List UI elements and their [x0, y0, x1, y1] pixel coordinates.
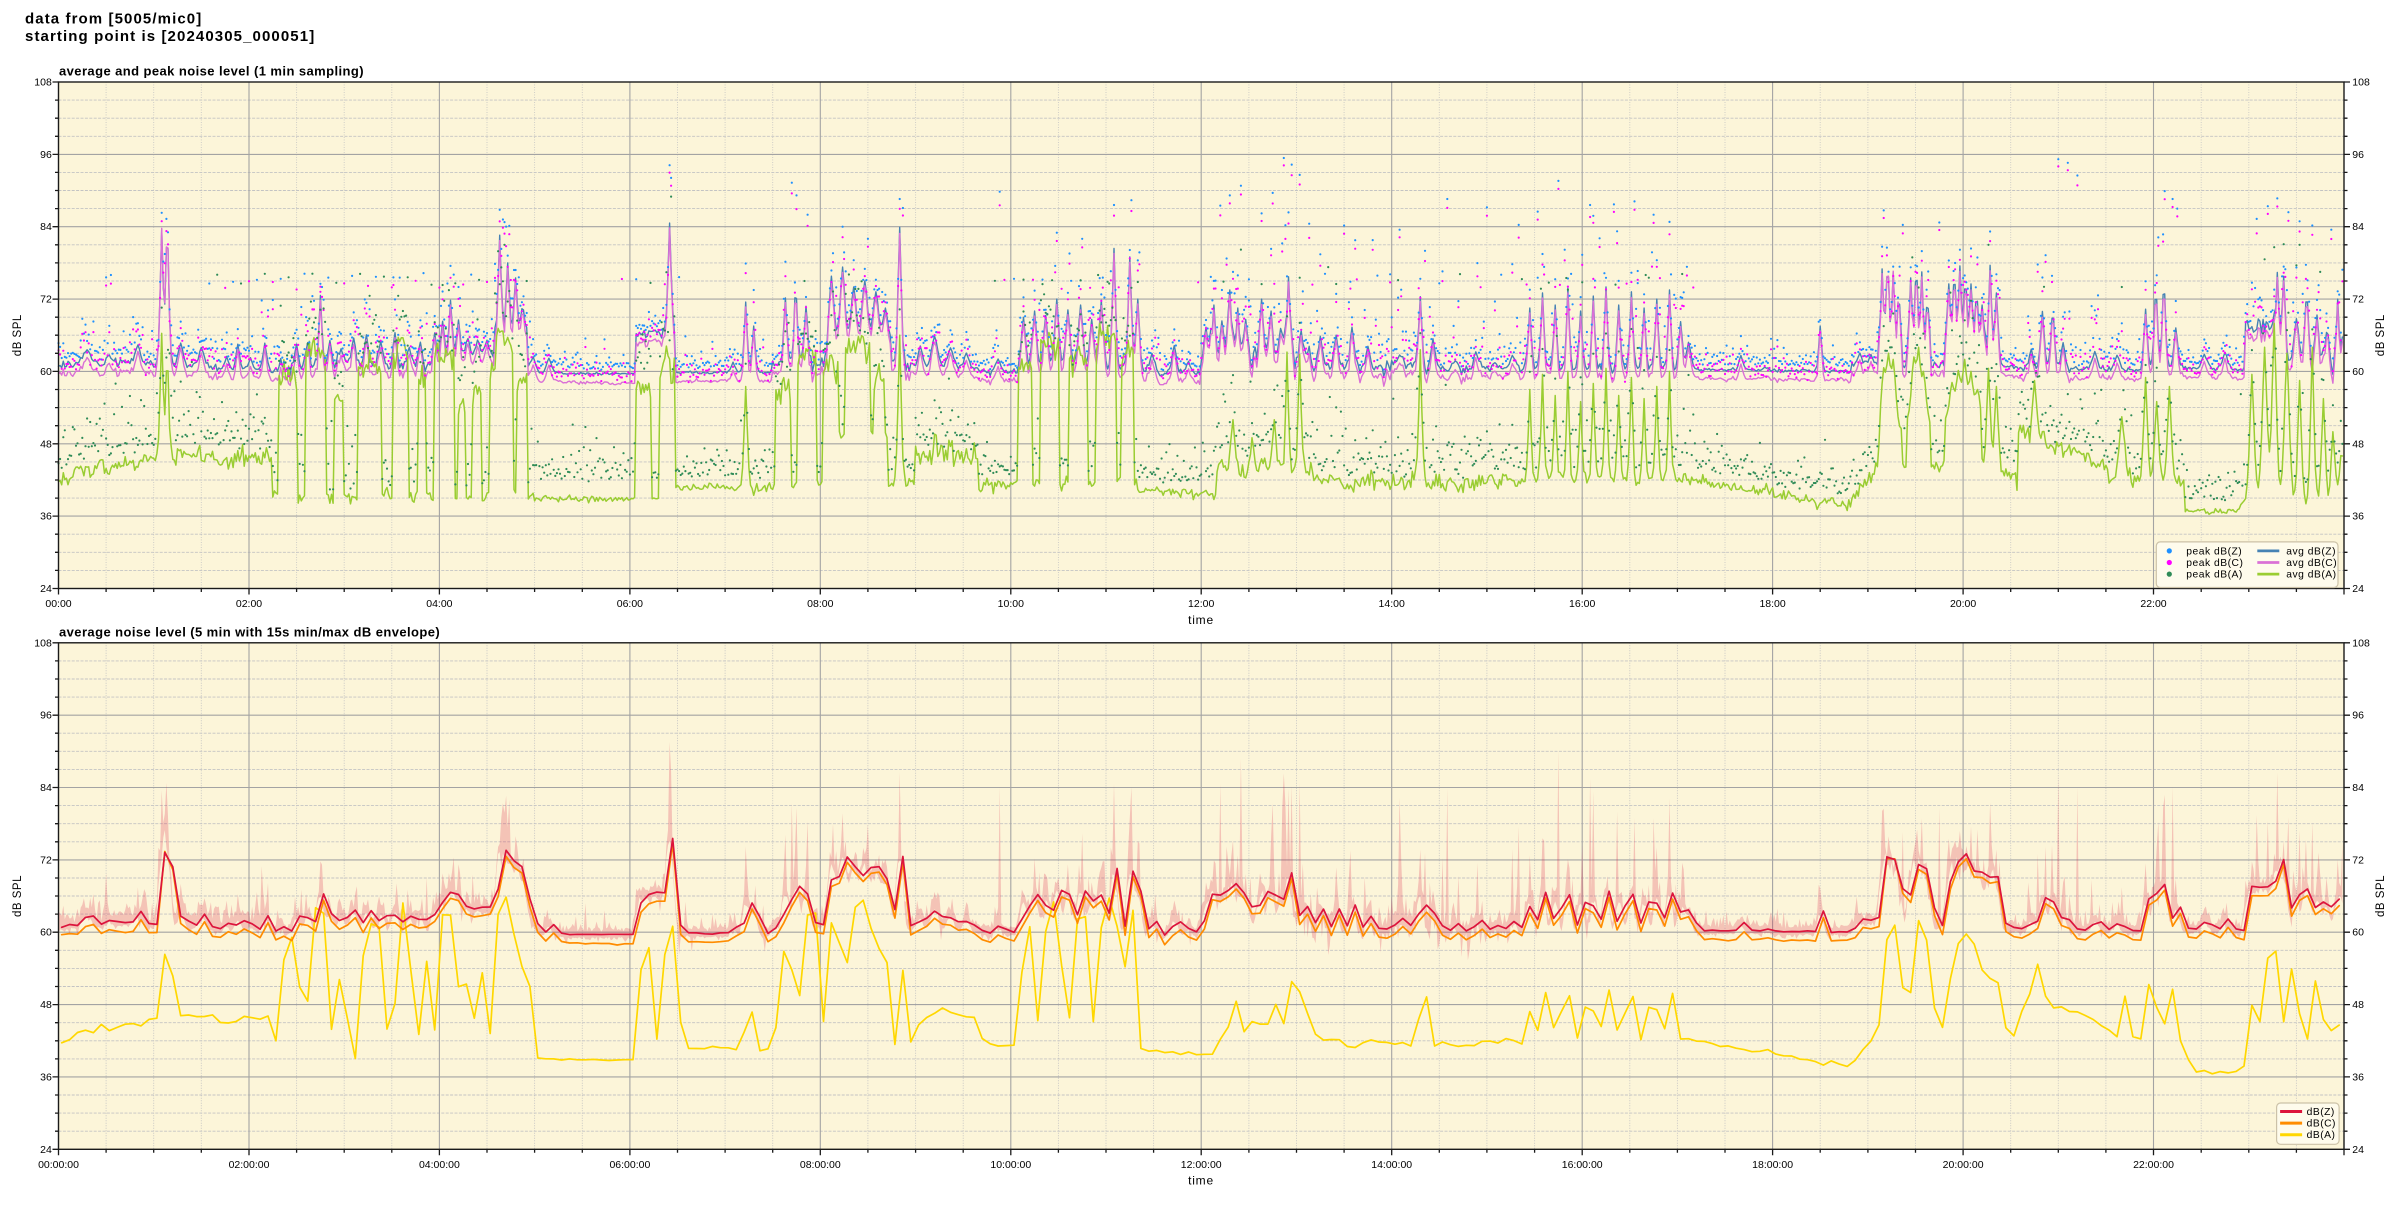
svg-text:14:00:00: 14:00:00 [1371, 1159, 1412, 1171]
svg-text:20:00:00: 20:00:00 [1943, 1159, 1984, 1171]
svg-text:24: 24 [40, 1144, 52, 1156]
svg-text:04:00: 04:00 [426, 598, 452, 610]
svg-text:84: 84 [40, 782, 52, 794]
svg-text:06:00:00: 06:00:00 [609, 1159, 650, 1171]
svg-text:avg dB(Z): avg dB(Z) [2286, 546, 2336, 557]
svg-text:96: 96 [40, 149, 52, 161]
svg-text:60: 60 [2352, 927, 2364, 939]
svg-text:00:00:00: 00:00:00 [38, 1159, 79, 1171]
svg-text:dB SPL: dB SPL [2375, 314, 2387, 356]
svg-text:06:00: 06:00 [617, 598, 643, 610]
svg-text:average noise level (5 min wit: average noise level (5 min with 15s min/… [59, 625, 440, 640]
svg-text:dB(A): dB(A) [2307, 1130, 2336, 1141]
svg-text:48: 48 [2352, 438, 2364, 450]
svg-text:72: 72 [2352, 294, 2364, 306]
svg-text:108: 108 [2352, 637, 2370, 649]
svg-text:time: time [1188, 613, 1214, 627]
svg-text:18:00:00: 18:00:00 [1752, 1159, 1793, 1171]
svg-text:dB SPL: dB SPL [12, 314, 24, 356]
svg-text:16:00:00: 16:00:00 [1562, 1159, 1603, 1171]
svg-text:72: 72 [40, 294, 52, 306]
svg-text:dB SPL: dB SPL [2375, 875, 2387, 917]
svg-text:08:00: 08:00 [807, 598, 833, 610]
svg-text:data from [5005/mic0]: data from [5005/mic0] [25, 11, 202, 28]
svg-text:average and peak noise level (: average and peak noise level (1 min samp… [59, 64, 364, 79]
svg-text:10:00:00: 10:00:00 [990, 1159, 1031, 1171]
svg-text:96: 96 [40, 710, 52, 722]
svg-text:108: 108 [34, 637, 52, 649]
svg-text:24: 24 [2352, 583, 2364, 595]
svg-text:12:00: 12:00 [1188, 598, 1214, 610]
svg-text:02:00: 02:00 [236, 598, 262, 610]
svg-text:36: 36 [40, 511, 52, 523]
svg-text:84: 84 [2352, 221, 2364, 233]
svg-text:48: 48 [2352, 999, 2364, 1011]
svg-text:36: 36 [2352, 1071, 2364, 1083]
svg-text:peak dB(Z): peak dB(Z) [2186, 546, 2242, 557]
svg-text:10:00: 10:00 [998, 598, 1024, 610]
svg-text:24: 24 [40, 583, 52, 595]
svg-text:72: 72 [40, 854, 52, 866]
svg-text:18:00: 18:00 [1759, 598, 1785, 610]
svg-text:avg dB(C): avg dB(C) [2286, 558, 2337, 569]
svg-text:72: 72 [2352, 854, 2364, 866]
svg-text:22:00: 22:00 [2140, 598, 2166, 610]
svg-text:peak dB(C): peak dB(C) [2186, 558, 2243, 569]
svg-text:84: 84 [2352, 782, 2364, 794]
svg-text:14:00: 14:00 [1379, 598, 1405, 610]
svg-text:dB SPL: dB SPL [12, 875, 24, 917]
svg-text:peak dB(A): peak dB(A) [2186, 570, 2243, 581]
svg-text:avg dB(A): avg dB(A) [2286, 570, 2336, 581]
svg-text:00:00: 00:00 [45, 598, 71, 610]
svg-text:02:00:00: 02:00:00 [229, 1159, 270, 1171]
svg-text:96: 96 [2352, 710, 2364, 722]
svg-text:20:00: 20:00 [1950, 598, 1976, 610]
svg-text:24: 24 [2352, 1144, 2364, 1156]
svg-text:60: 60 [40, 927, 52, 939]
svg-text:12:00:00: 12:00:00 [1181, 1159, 1222, 1171]
svg-text:dB(C): dB(C) [2307, 1119, 2336, 1130]
svg-text:dB(Z): dB(Z) [2307, 1107, 2335, 1118]
svg-text:36: 36 [2352, 511, 2364, 523]
svg-text:starting point is [20240305_00: starting point is [20240305_000051] [25, 28, 315, 45]
svg-text:time: time [1188, 1174, 1214, 1188]
svg-text:16:00: 16:00 [1569, 598, 1595, 610]
svg-text:22:00:00: 22:00:00 [2133, 1159, 2174, 1171]
svg-text:48: 48 [40, 438, 52, 450]
svg-text:60: 60 [2352, 366, 2364, 378]
svg-text:96: 96 [2352, 149, 2364, 161]
svg-text:08:00:00: 08:00:00 [800, 1159, 841, 1171]
svg-text:60: 60 [40, 366, 52, 378]
svg-text:84: 84 [40, 221, 52, 233]
svg-text:36: 36 [40, 1071, 52, 1083]
svg-text:108: 108 [34, 77, 52, 89]
svg-text:04:00:00: 04:00:00 [419, 1159, 460, 1171]
svg-text:108: 108 [2352, 77, 2370, 89]
svg-text:48: 48 [40, 999, 52, 1011]
